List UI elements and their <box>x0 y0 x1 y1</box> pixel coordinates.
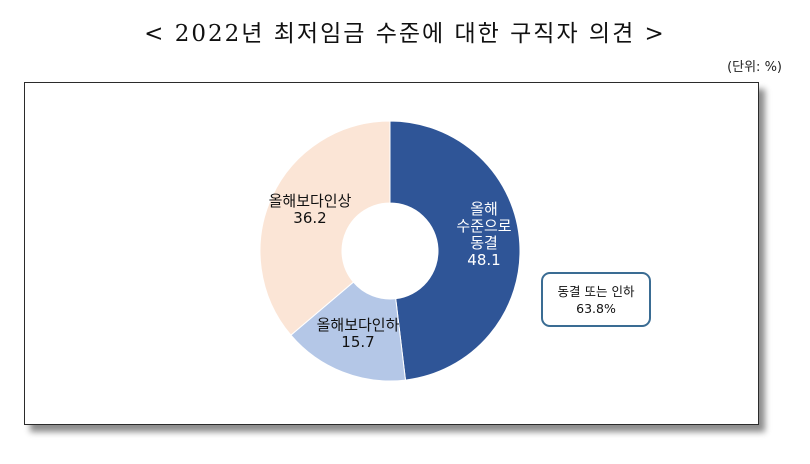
unit-label: (단위: %) <box>727 60 782 75</box>
donut-slice-2 <box>290 281 407 382</box>
chart-title: < 2022년 최저임금 수준에 대한 구직자 의견 > <box>144 21 666 47</box>
donut-slice-1 <box>389 120 521 381</box>
slice-label-1: 올해 수준으로 동결 48.1 <box>456 200 511 269</box>
summary-callout: 동결 또는 인하 63.8% <box>541 272 651 327</box>
callout-value: 63.8% <box>576 300 616 316</box>
donut-slice-3 <box>259 120 391 336</box>
slice-label-3: 올해보다인상 36.2 <box>269 192 352 227</box>
slice-label-2: 올해보다인하 15.7 <box>317 316 400 351</box>
callout-label: 동결 또는 인하 <box>557 283 635 299</box>
